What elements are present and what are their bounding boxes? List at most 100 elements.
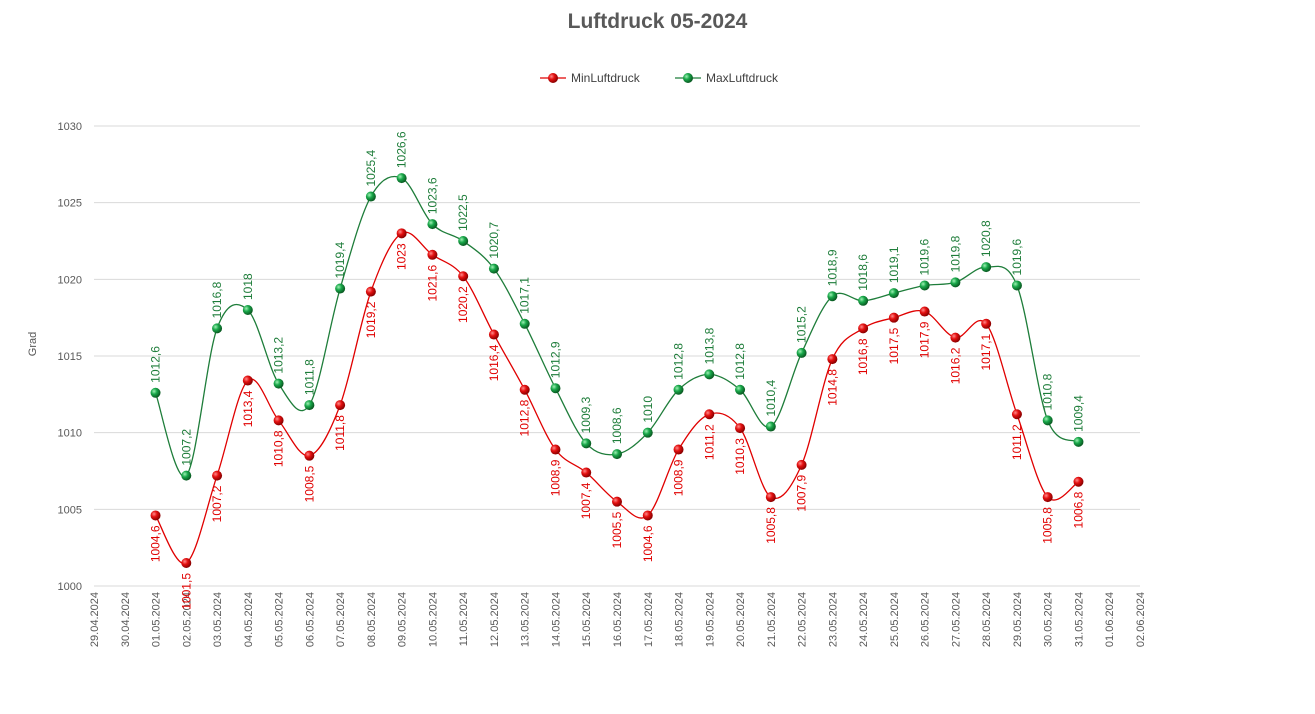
data-label: 1014,8 [825,369,839,406]
x-tick-label: 27.05.2024 [950,592,962,647]
data-point [519,384,530,395]
data-point [150,510,161,521]
data-label: 1015,2 [795,306,809,343]
data-label: 1008,6 [610,407,624,444]
data-label: 1025,4 [364,150,378,187]
data-label: 1004,6 [149,525,163,562]
x-tick-label: 15.05.2024 [581,592,593,647]
data-point [519,318,530,329]
data-label: 1023,6 [425,177,439,214]
x-tick-label: 01.05.2024 [151,592,163,647]
data-label: 1010 [641,396,655,423]
y-tick-labels: 1000 1005 1010 1015 1020 1025 1030 [58,121,82,593]
y-tick-label: 1030 [58,121,82,133]
data-point [550,444,561,455]
data-point [765,492,776,503]
data-label: 1010,3 [733,438,747,475]
data-point [1011,280,1022,291]
x-tick-label: 01.06.2024 [1104,592,1116,647]
data-label: 1011,8 [302,359,316,395]
data-point [704,409,715,420]
x-tick-label: 06.05.2024 [304,592,316,647]
x-tick-label: 21.05.2024 [766,592,778,647]
data-label: 1010,8 [1041,373,1055,410]
x-tick-label: 12.05.2024 [489,592,501,647]
x-tick-label: 20.05.2024 [735,592,747,647]
legend-label: MinLuftdruck [571,71,641,85]
data-point [827,291,838,302]
data-point [181,558,192,568]
data-point [273,415,284,426]
data-point [919,306,930,317]
data-point [612,496,622,507]
data-point [704,369,715,380]
data-label: 1017,5 [887,327,901,364]
x-tick-label: 23.05.2024 [827,592,839,647]
x-tick-label: 03.05.2024 [212,592,224,647]
data-point [396,228,407,239]
data-point [488,263,499,274]
data-point [304,450,315,461]
data-label: 1019,2 [364,301,378,338]
data-label: 1020,7 [487,222,501,259]
x-tick-label: 17.05.2024 [643,592,655,647]
data-point [1011,409,1022,420]
data-label: 1005,5 [610,511,624,548]
legend-marker [548,73,558,83]
y-tick-label: 1015 [58,351,82,363]
data-label: 1019,8 [948,235,962,272]
data-label: 1016,2 [948,347,962,384]
y-tick-label: 1010 [58,428,82,440]
data-point [858,295,869,306]
data-label: 1008,5 [302,465,316,502]
data-point [458,236,469,246]
data-point [427,219,438,230]
data-label: 1005,8 [1041,507,1055,544]
data-label: 1012,8 [733,343,747,380]
data-point [858,323,869,334]
x-tick-label: 19.05.2024 [704,592,716,647]
data-point [981,262,992,273]
data-label: 1005,8 [764,507,778,544]
x-tick-label: 07.05.2024 [335,592,347,647]
data-point [919,280,930,291]
data-label: 1007,2 [179,429,193,466]
data-point [181,470,192,481]
data-label: 1008,9 [548,459,562,496]
data-label: 1004,6 [641,525,655,562]
data-point [242,375,253,386]
data-label: 1020,8 [979,220,993,257]
legend: MinLuftdruck MaxLuftdruck [540,71,779,85]
data-point [950,332,961,343]
data-label: 1026,6 [395,131,409,168]
data-point [427,249,438,260]
data-point [550,383,561,394]
series-minluftdruck: 1004,6 1001,5 1007,2 1013,4 1010,8 1008,5 1011… [149,228,1085,610]
x-tick-label: 05.05.2024 [274,592,286,647]
data-label: 1011,8 [333,415,347,451]
data-label: 1011,2 [702,424,716,460]
data-label: 1011,2 [1010,424,1024,460]
x-tick-label: 02.05.2024 [181,592,193,647]
data-point [365,191,376,202]
data-point [642,427,653,438]
data-label: 1012,8 [672,343,686,380]
data-label: 1007,2 [210,485,224,522]
x-tick-label: 16.05.2024 [612,592,624,647]
x-tick-label: 30.05.2024 [1043,592,1055,647]
data-label: 1013,8 [702,327,716,364]
data-label: 1016,8 [210,281,224,318]
data-label: 1018 [241,273,255,300]
data-label: 1021,6 [425,264,439,301]
data-point [488,329,499,340]
data-label: 1010,8 [272,430,286,467]
x-tick-label: 22.05.2024 [797,592,809,647]
data-point [304,400,315,411]
y-tick-label: 1005 [58,504,82,516]
data-point [612,449,622,460]
data-point [1073,476,1084,487]
data-label: 1023 [395,243,409,270]
legend-item-maxluftdruck: MaxLuftdruck [675,71,779,85]
